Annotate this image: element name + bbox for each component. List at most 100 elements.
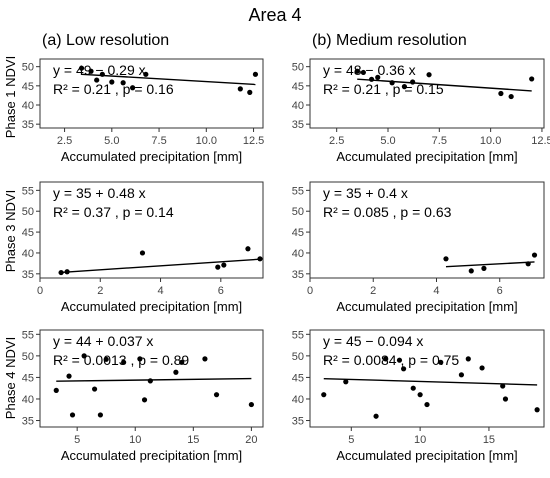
x-axis-label: Accumulated precipitation [mm]: [61, 448, 242, 463]
x-tick-label: 12.5: [243, 135, 264, 147]
y-tick-label: 45: [292, 372, 304, 384]
data-point: [139, 250, 146, 256]
panel-phase3-medium: 35 40 45 50 55 0 2 4 6 Accumulated precipitation …: [292, 181, 545, 314]
data-point: [202, 356, 208, 362]
data-point: [66, 373, 72, 379]
data-point: [252, 71, 259, 77]
row-label-phase-1: Phase 1 NDVI: [3, 56, 18, 138]
regression-equation: y = 35 + 0.48 x: [53, 185, 146, 201]
data-point: [389, 80, 395, 86]
data-point: [109, 79, 115, 85]
panel-phase3-low: 35 40 45 50 55 0 2 4 6 Accumulated precipitation …: [22, 181, 264, 314]
y-tick-label: 35: [22, 269, 34, 281]
data-point: [401, 84, 408, 90]
data-point: [64, 269, 70, 275]
data-point: [508, 93, 514, 100]
y-tick-label: 45: [292, 81, 304, 93]
x-tick-label: 0: [307, 285, 313, 297]
data-point: [498, 90, 504, 97]
x-tick-label: 15: [483, 434, 495, 446]
row-label-phase-3: Phase 3 NDVI: [3, 190, 18, 272]
regression-equation: y = 49 − 0.29 x: [53, 62, 146, 78]
data-point: [237, 86, 243, 92]
data-point: [245, 246, 251, 252]
data-point: [103, 356, 109, 362]
y-tick-label: 40: [22, 248, 34, 260]
data-point: [458, 372, 465, 378]
data-point: [468, 268, 474, 274]
data-point: [248, 401, 254, 408]
data-point: [78, 65, 85, 71]
data-point: [401, 366, 407, 372]
data-point: [173, 369, 179, 375]
data-point: [479, 365, 485, 371]
y-tick-label: 50: [22, 62, 34, 74]
data-point: [179, 359, 185, 365]
data-point: [213, 392, 220, 398]
data-point: [531, 252, 538, 258]
x-tick-label: 4: [433, 285, 439, 297]
data-point: [424, 401, 430, 408]
y-tick-label: 45: [22, 227, 34, 239]
data-point: [534, 407, 540, 413]
y-tick-label: 35: [22, 119, 34, 131]
y-tick-label: 55: [22, 329, 34, 341]
column-title-medium-resolution: (b) Medium resolution: [312, 32, 467, 49]
data-point: [247, 89, 253, 95]
data-point: [383, 356, 389, 362]
y-tick-label: 40: [22, 394, 34, 406]
figure-title: Area 4: [248, 5, 301, 25]
data-point: [143, 71, 149, 77]
data-point: [99, 71, 105, 77]
data-point: [525, 261, 531, 267]
x-tick-label: 12.5: [531, 135, 550, 147]
x-axis-label: Accumulated precipitation [mm]: [336, 149, 517, 164]
data-point: [396, 357, 403, 363]
x-tick-label: 10: [129, 434, 141, 446]
y-tick-label: 55: [292, 329, 304, 341]
panel-phase1-medium: 35 40 45 50 2.5 5.0 7.5 10.0 12.5 Accumulated pre…: [292, 58, 550, 164]
data-point: [500, 383, 506, 389]
x-tick-label: 2: [370, 285, 376, 297]
x-axis-label: Accumulated precipitation [mm]: [61, 299, 242, 314]
column-title-low-resolution: (a) Low resolution: [42, 32, 169, 49]
data-point: [94, 77, 100, 83]
data-point: [88, 68, 94, 74]
data-point: [321, 392, 327, 398]
regression-line: [357, 78, 532, 92]
data-point: [502, 396, 509, 402]
data-point: [91, 386, 98, 392]
data-point: [120, 80, 126, 86]
data-point: [438, 359, 444, 365]
data-point: [481, 265, 487, 271]
data-point: [147, 378, 153, 384]
plot-frame: [39, 58, 264, 129]
data-point: [137, 356, 143, 362]
y-tick-label: 50: [22, 206, 34, 218]
y-tick-label: 55: [292, 185, 304, 197]
y-tick-label: 55: [22, 185, 34, 197]
data-point: [141, 397, 148, 403]
data-point: [257, 256, 263, 262]
regression-line: [445, 261, 535, 268]
plot-frame: [39, 329, 264, 428]
y-tick-label: 35: [292, 416, 304, 428]
x-tick-label: 5: [348, 434, 354, 446]
regression-equation: y = 45 − 0.094 x: [323, 333, 423, 349]
x-tick-label: 6: [218, 285, 224, 297]
y-tick-label: 50: [22, 351, 34, 363]
x-tick-label: 2.5: [329, 135, 344, 147]
data-point: [443, 256, 449, 262]
x-tick-label: 5.0: [104, 135, 119, 147]
data-point: [368, 76, 375, 82]
x-axis-label: Accumulated precipitation [mm]: [336, 299, 517, 314]
data-point: [465, 356, 471, 362]
data-point: [354, 68, 360, 74]
y-tick-label: 35: [292, 269, 304, 281]
data-point: [343, 379, 349, 385]
x-tick-label: 10: [414, 434, 426, 446]
data-point: [53, 387, 59, 393]
